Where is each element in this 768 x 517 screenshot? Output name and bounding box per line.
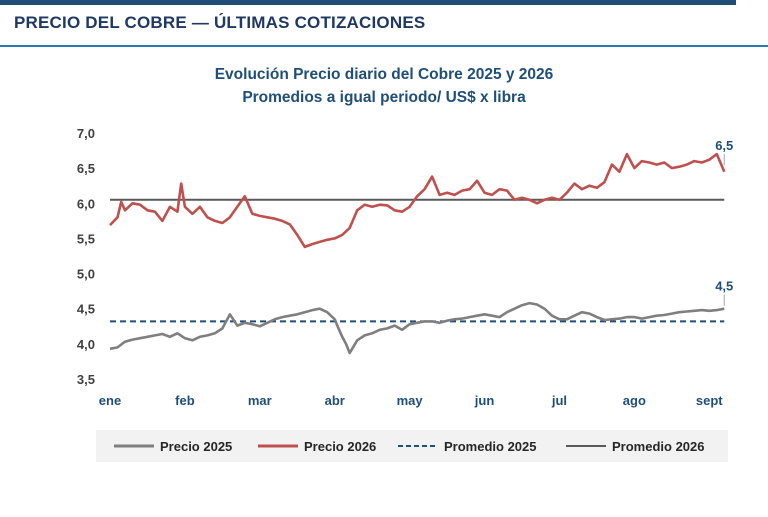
x-tick-label: jun [474,393,495,408]
chart-legend: Precio 2025 Precio 2026 Promedio 2025 Pr… [96,430,728,462]
chart-plot-area: 7,0 6,5 6,0 5,5 5,0 4,5 4,0 3,5 ene feb mar abr may j… [77,126,733,408]
chart-title: Evolución Precio diario del Cobre 2025 y… [214,66,554,83]
y-tick-label: 5,5 [77,231,95,246]
x-tick-label: ago [623,393,646,408]
annotation-label: 6,5 [715,138,733,153]
heading-underline [0,45,768,47]
x-tick-label: ene [99,393,121,408]
legend-label-precio-2025: Precio 2025 [160,438,233,454]
y-tick-label: 4,0 [77,337,95,352]
y-tick-label: 5,0 [77,267,95,282]
y-tick-label: 7,0 [77,126,95,141]
series-line-precio-2026 [109,152,726,249]
y-tick-label: 6,0 [77,196,95,211]
legend-item-promedio-2025: Promedio 2025 [398,430,537,462]
y-tick-label: 4,5 [77,302,95,317]
x-tick-label: sept [696,393,723,408]
legend-label-precio-2026: Precio 2026 [304,438,377,454]
y-tick-label: 6,5 [77,161,95,176]
legend-label-promedio-2026: Promedio 2026 [612,438,705,454]
x-tick-label: mar [248,393,272,408]
annotation-label: 4,5 [715,279,733,294]
x-tick-label: feb [175,393,195,408]
page-heading: PRECIO DEL COBRE — ÚLTIMAS COTIZACIONES [14,13,426,32]
legend-item-precio-2026: Precio 2026 [258,430,376,462]
series-line-precio-2025 [109,301,725,355]
legend-item-promedio-2026: Promedio 2026 [566,430,705,462]
y-tick-label: 3,5 [77,372,95,387]
x-tick-label: jul [551,393,567,408]
legend-swatch-promedio-2026 [566,445,606,447]
top-accent-bar [0,0,736,5]
legend-label-promedio-2025: Promedio 2025 [444,438,537,454]
legend-swatch-precio-2025 [114,444,154,448]
legend-swatch-promedio-2025 [398,445,438,447]
x-tick-label: may [397,393,424,408]
legend-item-precio-2025: Precio 2025 [114,430,232,462]
chart-subtitle: Promedios a igual periodo/ US$ x libra [242,89,526,106]
legend-swatch-precio-2026 [258,444,298,448]
x-tick-label: abr [325,393,345,408]
